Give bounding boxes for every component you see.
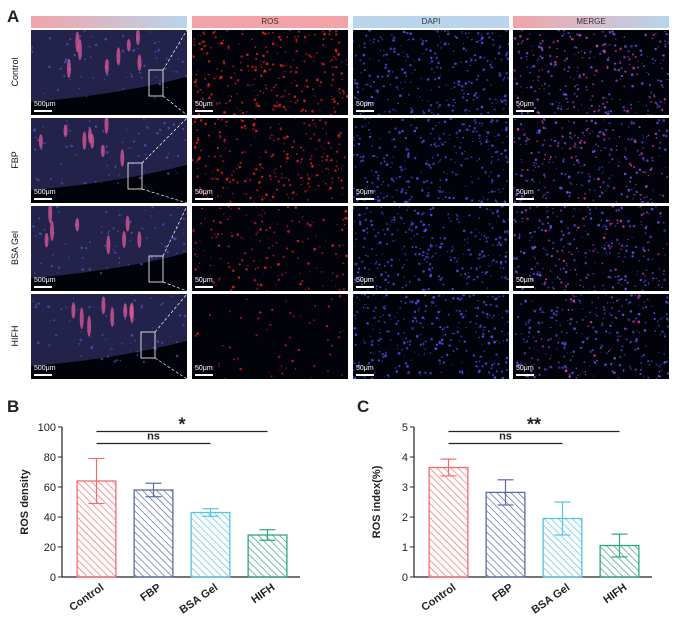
micrograph-image: 50μm (353, 30, 509, 115)
scale-bar: 500μm (34, 365, 56, 376)
y-tick-label: 3 (402, 482, 408, 494)
micrograph-image: 500μm (31, 118, 187, 203)
y-tick-label: 4 (402, 452, 408, 464)
bar-bsa-gel (190, 511, 231, 578)
scale-bar: 50μm (356, 101, 374, 112)
scale-bar-label: 500μm (34, 101, 56, 108)
row-label: Control (10, 57, 20, 87)
significance-label: * (178, 415, 185, 435)
x-tick-label: HIFH (249, 582, 277, 607)
scale-bar-label: 50μm (195, 101, 213, 108)
column-header: MERGE (513, 16, 669, 28)
scale-bar: 50μm (195, 189, 213, 200)
y-axis-label: ROS index(%) (371, 465, 383, 538)
scale-bar: 50μm (356, 277, 374, 288)
micrograph-image: 50μm (192, 206, 348, 291)
y-tick-label: 0 (402, 572, 408, 584)
scale-bar: 50μm (195, 101, 213, 112)
micrograph-image: 50μm (353, 294, 509, 379)
bar-hifh (247, 534, 288, 578)
scale-bar-label: 50μm (356, 277, 374, 284)
y-tick-label: 80 (44, 452, 56, 464)
x-tick-label: Control (67, 582, 106, 614)
column-header: ROS (192, 16, 348, 28)
column-header: DAPI (353, 16, 509, 28)
row-label: FBP (10, 150, 20, 169)
row-label: BSA Gel (10, 230, 20, 265)
scale-bar: 500μm (34, 101, 56, 112)
scale-bar: 50μm (195, 277, 213, 288)
scale-bar: 50μm (516, 189, 534, 200)
scale-bar-label: 50μm (356, 365, 374, 372)
y-tick-label: 40 (44, 512, 56, 524)
y-tick-label: 20 (44, 542, 56, 554)
micrograph-image: 50μm (353, 206, 509, 291)
scale-bar-label: 50μm (356, 189, 374, 196)
micrograph-image: 50μm (353, 118, 509, 203)
significance-label: ** (527, 415, 541, 435)
panel-a-letter: A (7, 7, 20, 26)
ros-index-chart: 0 1 2 3 4 5 ROS index(%) Control FBP BSA Gel HIFH n… (371, 415, 652, 617)
scale-bar-label: 50μm (195, 277, 213, 284)
bar-fbp (133, 489, 174, 578)
x-tick-label: FBP (490, 582, 515, 604)
scale-bar-label: 50μm (356, 101, 374, 108)
scale-bar-label: 500μm (34, 365, 56, 372)
y-tick-label: 60 (44, 482, 56, 494)
micrograph-image: 500μm (31, 30, 187, 115)
scale-bar: 50μm (516, 365, 534, 376)
y-axis-label: ROS density (19, 468, 31, 534)
y-tick-label: 100 (38, 422, 56, 434)
scale-bar-label: 50μm (516, 277, 534, 284)
micrograph-image: 500μm (31, 294, 187, 379)
micrograph-image: 50μm (513, 30, 669, 115)
x-tick-label: BSA Gel (178, 582, 221, 617)
micrograph-image: 50μm (513, 118, 669, 203)
scale-bar: 500μm (34, 189, 56, 200)
x-tick-label: Control (419, 582, 458, 614)
significance-label: ns (147, 431, 160, 443)
y-tick-label: 1 (402, 542, 408, 554)
scale-bar: 50μm (356, 189, 374, 200)
bar-fbp (485, 491, 526, 578)
scale-bar-label: 50μm (195, 189, 213, 196)
microscopy-grid: ROS DAPI MERGE Control 500μm 50μm 50μm 50μm FBP 5… (10, 16, 669, 379)
scale-bar: 50μm (516, 101, 534, 112)
micrograph-image: 50μm (192, 294, 348, 379)
micrograph-image: 50μm (192, 30, 348, 115)
scale-bar-label: 50μm (516, 101, 534, 108)
scale-bar: 50μm (195, 365, 213, 376)
scale-bar-label: 50μm (516, 365, 534, 372)
panel-c-letter: C (357, 397, 370, 416)
scale-bar-label: 500μm (34, 189, 56, 196)
x-tick-label: FBP (138, 582, 163, 604)
scale-bar-label: 50μm (516, 189, 534, 196)
bar-control (428, 466, 469, 578)
scale-bar: 50μm (516, 277, 534, 288)
scale-bar-label: 500μm (34, 277, 56, 284)
scale-bar-label: 50μm (195, 365, 213, 372)
micrograph-image: 50μm (192, 118, 348, 203)
x-tick-label: HIFH (601, 582, 629, 607)
y-tick-label: 2 (402, 512, 408, 524)
y-tick-label: 0 (50, 572, 56, 584)
ros-density-chart: 0 20 40 60 80 100 ROS density Control FBP BSA Gel… (19, 415, 300, 617)
x-tick-label: BSA Gel (530, 582, 573, 617)
micrograph-image: 500μm (31, 206, 187, 291)
panel-b-letter: B (7, 397, 20, 416)
micrograph-image: 50μm (513, 294, 669, 379)
scale-bar: 500μm (34, 277, 56, 288)
row-label: HIFH (10, 325, 20, 346)
scale-bar: 50μm (356, 365, 374, 376)
significance-label: ns (499, 431, 512, 443)
micrograph-image: 50μm (513, 206, 669, 291)
y-tick-label: 5 (402, 422, 408, 434)
column-header (31, 16, 187, 28)
